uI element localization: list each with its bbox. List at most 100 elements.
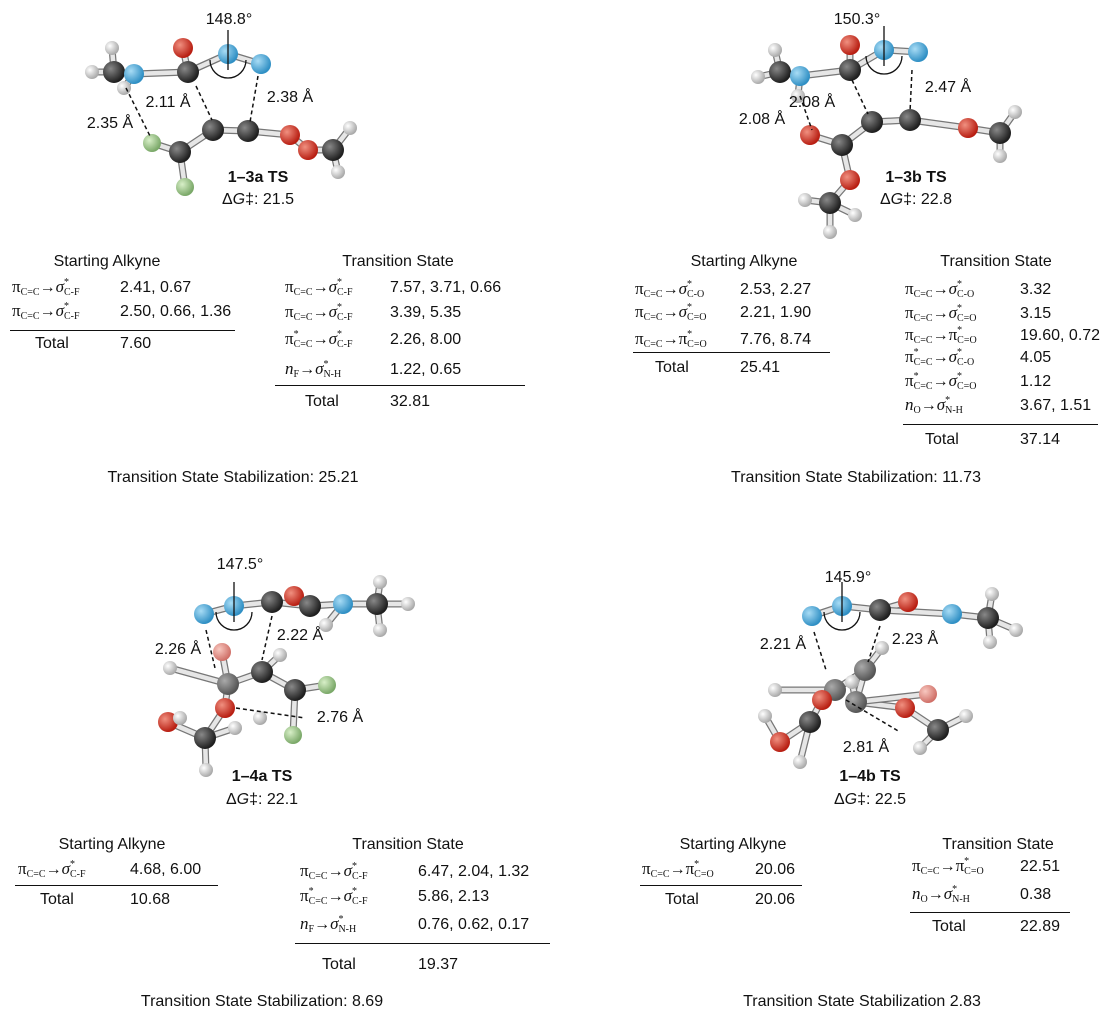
orbital-symbol: n bbox=[285, 359, 294, 378]
g-symbol: G bbox=[891, 191, 903, 208]
atom bbox=[217, 673, 239, 695]
arrow: → bbox=[921, 397, 937, 414]
atom bbox=[812, 690, 832, 710]
orbital-indices: *C-O bbox=[687, 280, 704, 300]
orbital-subscript: C=C bbox=[309, 897, 328, 907]
interaction-energy: 7.57, 3.71, 0.66 bbox=[390, 279, 501, 297]
atom bbox=[318, 676, 336, 694]
atom bbox=[194, 604, 214, 624]
total-value: 25.41 bbox=[740, 359, 780, 377]
figure: 148.8°2.11 Å2.38 Å2.35 Å1–3a TSΔG‡: 21.5… bbox=[0, 0, 1110, 1011]
stabilization: Transition State Stabilization 2.83 bbox=[743, 993, 981, 1011]
interaction-energy: 6.47, 2.04, 1.32 bbox=[418, 863, 529, 881]
orbital-indices: O bbox=[921, 885, 928, 905]
orbital-indices: C=C bbox=[914, 326, 933, 346]
interaction-energy: 3.67, 1.51 bbox=[1020, 397, 1091, 415]
atom bbox=[176, 178, 194, 196]
distance-label: 2.35 Å bbox=[87, 115, 133, 133]
atom bbox=[840, 170, 860, 190]
stabilization: Transition State Stabilization: 8.69 bbox=[141, 993, 383, 1011]
orbital-symbol: n bbox=[905, 395, 914, 414]
atom bbox=[985, 587, 999, 601]
atom bbox=[977, 607, 999, 629]
orbital-symbol: π bbox=[642, 859, 651, 878]
total-label: Total bbox=[305, 393, 339, 411]
orbital-symbol: π bbox=[949, 325, 958, 344]
distance-line bbox=[250, 76, 258, 122]
orbital-symbol: σ bbox=[949, 279, 957, 298]
arrow: → bbox=[40, 279, 56, 296]
table-title: Starting Alkyne bbox=[680, 836, 787, 854]
atom bbox=[769, 61, 791, 83]
table-rule bbox=[903, 424, 1098, 425]
interaction-energy: 2.41, 0.67 bbox=[120, 279, 191, 297]
atom bbox=[758, 709, 772, 723]
orbital-subscript: C=O bbox=[687, 313, 707, 323]
orbital-symbol: σ bbox=[344, 886, 352, 905]
atom bbox=[959, 709, 973, 723]
orbital-indices: *N-H bbox=[945, 396, 963, 416]
orbital-symbol: σ bbox=[56, 301, 64, 320]
interaction-energy: 2.53, 2.27 bbox=[740, 281, 811, 299]
orbital-symbol: π bbox=[905, 279, 914, 298]
orbital-subscript: C=O bbox=[957, 336, 977, 346]
orbital-subscript: C=C bbox=[294, 288, 313, 298]
orbital-subscript: C-O bbox=[687, 290, 704, 300]
total-value: 22.89 bbox=[1020, 918, 1060, 936]
total-value: 20.06 bbox=[755, 891, 795, 909]
interaction-energy: 3.39, 5.35 bbox=[390, 304, 461, 322]
orbital-indices: *C=O bbox=[957, 372, 977, 392]
angle-label: 150.3° bbox=[834, 11, 880, 29]
arrow: → bbox=[928, 886, 944, 903]
delta: Δ bbox=[880, 191, 891, 208]
interaction-label: π*C=C→σ*C-F bbox=[285, 330, 353, 350]
orbital-symbol: π bbox=[905, 347, 914, 366]
orbital-subscript: C-F bbox=[352, 897, 368, 907]
interaction-energy: 0.38 bbox=[1020, 886, 1051, 904]
total-value: 37.14 bbox=[1020, 431, 1060, 449]
orbital-symbol: π bbox=[300, 886, 309, 905]
orbital-subscript: C=C bbox=[644, 290, 663, 300]
orbital-symbol: π bbox=[905, 303, 914, 322]
atom bbox=[103, 61, 125, 83]
table-title: Transition State bbox=[352, 836, 463, 854]
atom bbox=[848, 208, 862, 222]
orbital-symbol: π bbox=[12, 277, 21, 296]
orbital-subscript: C-O bbox=[957, 358, 974, 368]
atom bbox=[322, 139, 344, 161]
atom bbox=[942, 604, 962, 624]
atom bbox=[105, 41, 119, 55]
angle-label: 145.9° bbox=[825, 569, 871, 587]
arrow: → bbox=[40, 303, 56, 320]
total-label: Total bbox=[40, 891, 74, 909]
atom bbox=[875, 641, 889, 655]
atom bbox=[199, 763, 213, 777]
orbital-indices: C=C bbox=[294, 303, 313, 323]
atom bbox=[895, 698, 915, 718]
orbital-indices: C=C bbox=[27, 860, 46, 880]
arrow: → bbox=[670, 861, 686, 878]
orbital-indices: C=C bbox=[914, 304, 933, 324]
stabilization: Transition State Stabilization: 11.73 bbox=[731, 469, 981, 487]
orbital-indices: *C-F bbox=[352, 887, 368, 907]
atom bbox=[401, 597, 415, 611]
orbital-symbol: σ bbox=[679, 302, 687, 321]
atom bbox=[284, 726, 302, 744]
orbital-symbol: π bbox=[18, 859, 27, 878]
orbital-indices: *C-F bbox=[70, 860, 86, 880]
orbital-symbol: σ bbox=[329, 277, 337, 296]
orbital-symbol: π bbox=[635, 329, 644, 348]
arrow: → bbox=[299, 361, 315, 378]
orbital-indices: C=C bbox=[21, 278, 40, 298]
arrow: → bbox=[328, 888, 344, 905]
orbital-subscript: C-F bbox=[337, 340, 353, 350]
atom bbox=[299, 595, 321, 617]
delta: Δ bbox=[834, 791, 845, 808]
table-title: Transition State bbox=[940, 253, 1051, 271]
orbital-symbol: σ bbox=[56, 277, 64, 296]
atom bbox=[298, 140, 318, 160]
atom bbox=[899, 109, 921, 131]
orbital-subscript: C=O bbox=[687, 340, 707, 350]
table-rule bbox=[15, 885, 218, 886]
